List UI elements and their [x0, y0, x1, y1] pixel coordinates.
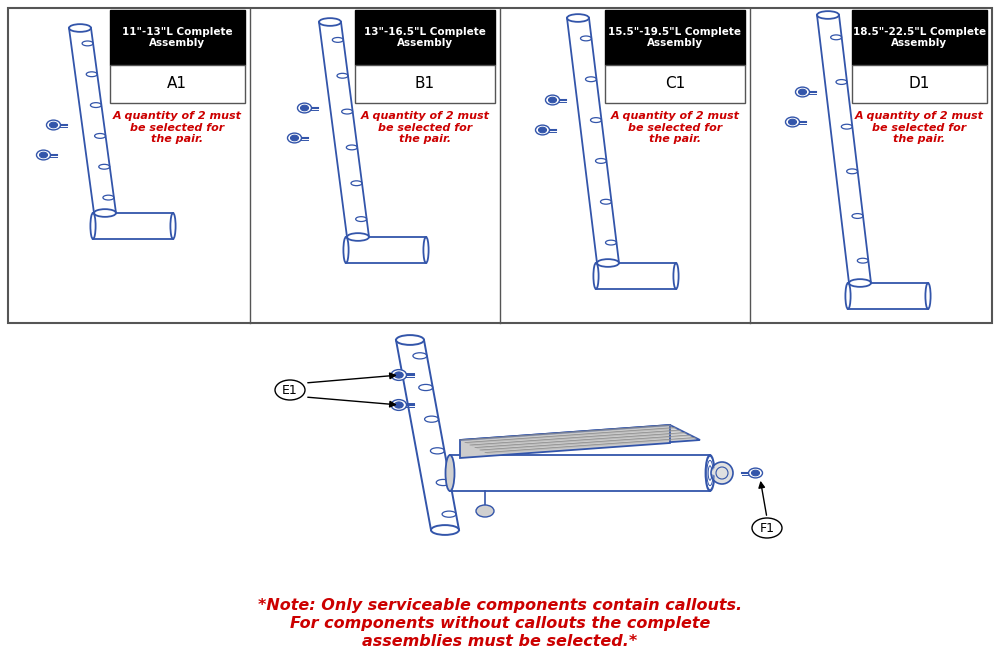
- Ellipse shape: [788, 119, 796, 125]
- Ellipse shape: [394, 402, 403, 408]
- Ellipse shape: [391, 400, 406, 410]
- Ellipse shape: [40, 152, 48, 158]
- Bar: [605, 10, 745, 65]
- Ellipse shape: [548, 97, 556, 103]
- Ellipse shape: [798, 89, 806, 95]
- Ellipse shape: [536, 125, 550, 135]
- Ellipse shape: [347, 233, 369, 241]
- Ellipse shape: [396, 335, 424, 345]
- Bar: [110, 10, 245, 65]
- Ellipse shape: [706, 455, 714, 491]
- Text: *Note: Only serviceable components contain callouts.: *Note: Only serviceable components conta…: [258, 598, 742, 613]
- Bar: [355, 65, 495, 103]
- Ellipse shape: [343, 237, 349, 263]
- Ellipse shape: [593, 263, 599, 289]
- Ellipse shape: [36, 150, 50, 160]
- Ellipse shape: [170, 213, 176, 239]
- Ellipse shape: [46, 120, 60, 130]
- Bar: [8, 8, 992, 323]
- Ellipse shape: [597, 259, 619, 267]
- Ellipse shape: [50, 122, 58, 128]
- Text: 13"-16.5"L Complete
Assembly: 13"-16.5"L Complete Assembly: [364, 27, 486, 48]
- Ellipse shape: [431, 525, 459, 535]
- Bar: [852, 10, 987, 65]
- Ellipse shape: [319, 18, 341, 26]
- Polygon shape: [475, 432, 688, 449]
- Ellipse shape: [69, 24, 91, 32]
- Ellipse shape: [786, 117, 800, 127]
- Polygon shape: [480, 435, 692, 452]
- Polygon shape: [465, 428, 678, 444]
- Text: A quantity of 2 must
be selected for
the pair.: A quantity of 2 must be selected for the…: [610, 111, 740, 144]
- Text: 15.5"-19.5"L Complete
Assembly: 15.5"-19.5"L Complete Assembly: [608, 27, 742, 48]
- Ellipse shape: [546, 95, 560, 105]
- Ellipse shape: [476, 505, 494, 517]
- Ellipse shape: [391, 370, 406, 380]
- Ellipse shape: [752, 470, 760, 476]
- Text: C1: C1: [665, 77, 685, 91]
- Ellipse shape: [94, 209, 116, 217]
- Text: 18.5"-22.5"L Complete
Assembly: 18.5"-22.5"L Complete Assembly: [853, 27, 986, 48]
- Ellipse shape: [90, 213, 96, 239]
- Bar: [355, 10, 495, 65]
- Ellipse shape: [423, 237, 429, 263]
- Ellipse shape: [567, 14, 589, 22]
- Ellipse shape: [394, 372, 403, 378]
- Polygon shape: [485, 438, 698, 454]
- Bar: [605, 65, 745, 103]
- Text: A quantity of 2 must
be selected for
the pair.: A quantity of 2 must be selected for the…: [113, 111, 242, 144]
- Polygon shape: [470, 430, 682, 446]
- Ellipse shape: [298, 103, 312, 113]
- Ellipse shape: [275, 380, 305, 400]
- Ellipse shape: [796, 87, 810, 97]
- Ellipse shape: [748, 468, 763, 478]
- Ellipse shape: [446, 455, 454, 491]
- Ellipse shape: [538, 127, 546, 133]
- Ellipse shape: [845, 283, 851, 309]
- Ellipse shape: [290, 135, 298, 141]
- Text: A1: A1: [167, 77, 187, 91]
- Bar: [852, 65, 987, 103]
- Ellipse shape: [925, 283, 931, 309]
- Ellipse shape: [300, 105, 308, 111]
- Text: F1: F1: [760, 522, 774, 534]
- Ellipse shape: [288, 133, 302, 143]
- Ellipse shape: [752, 518, 782, 538]
- Ellipse shape: [817, 11, 839, 19]
- Text: D1: D1: [909, 77, 930, 91]
- Polygon shape: [460, 425, 700, 455]
- Ellipse shape: [849, 279, 871, 287]
- Text: assemblies must be selected.*: assemblies must be selected.*: [362, 634, 638, 649]
- Text: B1: B1: [415, 77, 435, 91]
- Text: A quantity of 2 must
be selected for
the pair.: A quantity of 2 must be selected for the…: [855, 111, 984, 144]
- Text: 11"-13"L Complete
Assembly: 11"-13"L Complete Assembly: [122, 27, 233, 48]
- Ellipse shape: [711, 462, 733, 484]
- Ellipse shape: [673, 263, 679, 289]
- Polygon shape: [460, 425, 672, 442]
- Text: For components without callouts the complete: For components without callouts the comp…: [290, 616, 710, 631]
- Text: A quantity of 2 must
be selected for
the pair.: A quantity of 2 must be selected for the…: [360, 111, 490, 144]
- Bar: [110, 65, 245, 103]
- Text: E1: E1: [282, 384, 298, 396]
- Polygon shape: [460, 425, 670, 458]
